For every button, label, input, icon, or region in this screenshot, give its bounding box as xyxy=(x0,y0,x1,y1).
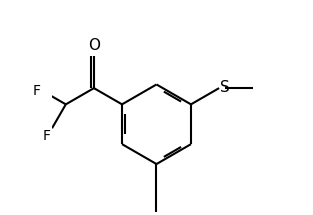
Text: F: F xyxy=(43,129,51,143)
Text: F: F xyxy=(32,84,40,98)
Text: O: O xyxy=(88,38,100,53)
Text: S: S xyxy=(220,80,230,95)
